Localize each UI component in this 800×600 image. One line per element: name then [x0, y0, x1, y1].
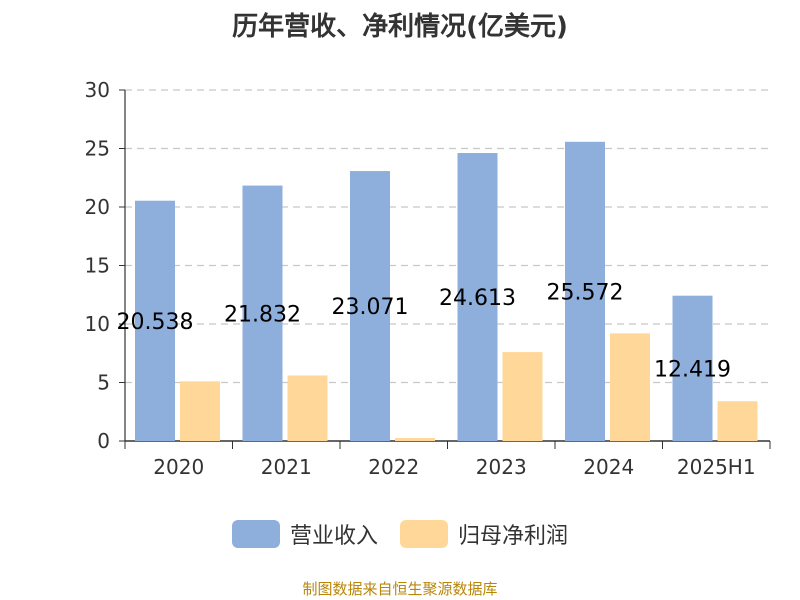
- bar-net-profit: [717, 401, 758, 441]
- chart-title: 历年营收、净利情况(亿美元): [232, 12, 568, 42]
- x-tick-label: 2020: [153, 455, 204, 479]
- legend-item-revenue[interactable]: 营业收入: [231, 518, 378, 550]
- data-label-revenue: 21.832: [224, 302, 301, 327]
- y-tick-label: 5: [97, 371, 110, 395]
- y-tick-label: 20: [85, 195, 110, 219]
- data-label-revenue: 12.419: [654, 357, 731, 382]
- bar-net-profit: [610, 333, 650, 441]
- legend-label-revenue: 营业收入: [289, 524, 378, 549]
- y-tick-label: 15: [85, 254, 110, 278]
- data-source-note: 制图数据来自恒生聚源数据库: [302, 580, 498, 598]
- legend-label-net-profit: 归母净利润: [458, 524, 569, 549]
- y-tick-label: 30: [85, 78, 110, 102]
- data-label-revenue: 20.538: [117, 310, 194, 335]
- data-label-revenue: 24.613: [439, 286, 516, 311]
- x-tick-label: 2025H1: [677, 455, 756, 479]
- bar-net-profit: [180, 381, 220, 441]
- bar-revenue: [242, 185, 283, 441]
- legend-swatch-net-profit: [400, 520, 448, 548]
- bar-revenue: [565, 141, 605, 441]
- bar-revenue: [672, 295, 713, 441]
- legend-swatch-revenue: [231, 520, 280, 548]
- bar-revenue: [457, 153, 498, 441]
- x-tick-label: 2024: [583, 455, 634, 479]
- x-tick-label: 2021: [261, 455, 312, 479]
- y-tick-label: 10: [85, 312, 110, 336]
- bar-net-profit: [395, 438, 435, 441]
- x-tick-label: 2022: [368, 455, 419, 479]
- y-tick-label: 0: [97, 429, 110, 453]
- legend-item-net-profit[interactable]: 归母净利润: [400, 518, 568, 550]
- data-label-revenue: 23.071: [332, 295, 409, 320]
- x-tick-label: 2023: [476, 455, 527, 479]
- bar-net-profit: [502, 352, 543, 441]
- y-tick-label: 25: [85, 137, 110, 161]
- bar-revenue: [135, 200, 175, 441]
- data-label-revenue: 25.572: [547, 280, 624, 305]
- legend: 营业收入 归母净利润: [0, 518, 800, 550]
- bar-revenue: [350, 171, 390, 441]
- bar-net-profit: [287, 375, 328, 441]
